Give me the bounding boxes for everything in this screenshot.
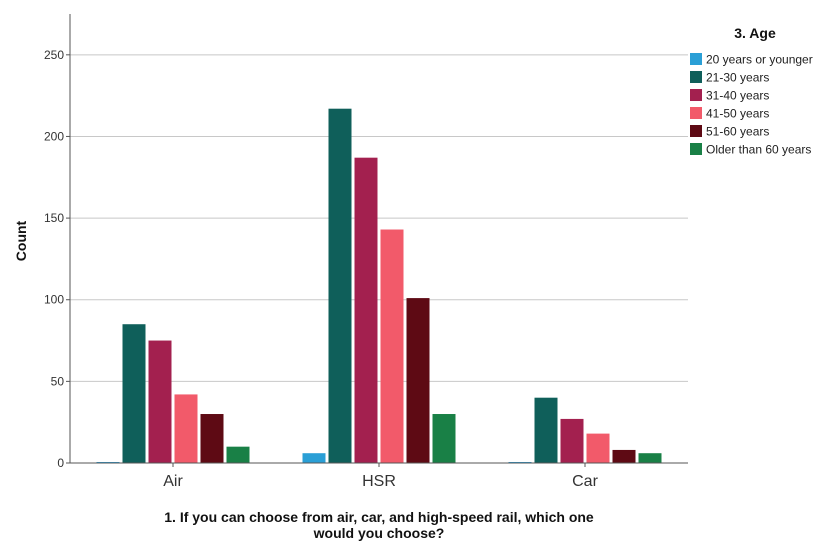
legend-swatch — [690, 53, 702, 65]
y-axis-title: Count — [13, 220, 29, 261]
legend-label: 20 years or younger — [706, 53, 813, 67]
legend-title: 3. Age — [734, 25, 776, 41]
bars — [96, 108, 662, 463]
legend: 3. Age 20 years or younger 21-30 years 31-… — [690, 25, 813, 157]
legend-label: Older than 60 years — [706, 143, 811, 157]
bar — [354, 157, 378, 463]
bar — [226, 446, 250, 463]
legend-label: 21-30 years — [706, 71, 769, 85]
bar — [534, 397, 558, 463]
y-axis-ticks: 0 50 100 150 200 250 — [44, 48, 70, 470]
bar — [174, 394, 198, 463]
gridlines — [70, 54, 688, 382]
bar — [432, 414, 456, 463]
y-tick-label: 200 — [44, 129, 64, 143]
legend-swatch — [690, 89, 702, 101]
x-axis-title-line-1: 1. If you can choose from air, car, and … — [164, 509, 594, 525]
x-axis-title-line-2: would you choose? — [313, 525, 445, 541]
legend-swatch — [690, 107, 702, 119]
legend-label: 31-40 years — [706, 89, 769, 103]
x-tick-label: HSR — [362, 473, 396, 490]
y-tick-label: 150 — [44, 211, 64, 225]
legend-swatch — [690, 143, 702, 155]
y-tick-label: 250 — [44, 48, 64, 62]
bar — [638, 453, 662, 463]
legend-label: 51-60 years — [706, 125, 769, 139]
bar — [122, 324, 146, 463]
y-tick-label: 0 — [57, 456, 64, 470]
y-tick-label: 100 — [44, 293, 64, 307]
x-axis-ticks: Air HSR Car — [163, 463, 599, 490]
x-tick-label: Car — [572, 473, 598, 490]
legend-label: 41-50 years — [706, 107, 769, 121]
legend-swatch — [690, 71, 702, 83]
bar — [586, 433, 610, 463]
bar — [406, 298, 430, 463]
y-tick-label: 50 — [51, 374, 65, 388]
bar — [560, 418, 584, 463]
bar — [380, 229, 404, 463]
bar — [200, 414, 224, 463]
x-tick-label: Air — [163, 473, 183, 490]
bar — [148, 340, 172, 463]
legend-swatch — [690, 125, 702, 137]
bar — [328, 108, 352, 463]
bar — [612, 449, 636, 463]
bar — [302, 453, 326, 463]
